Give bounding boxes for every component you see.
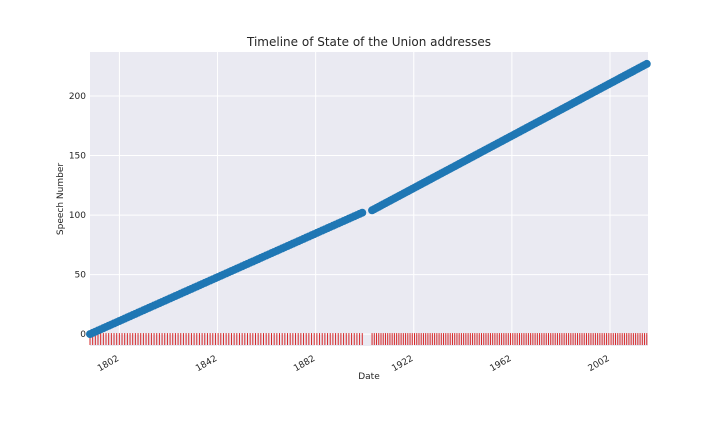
y-tick-label: 150 (69, 152, 86, 162)
speech-point (358, 208, 367, 217)
speech-points (86, 59, 651, 339)
x-tick-label: 1842 (194, 354, 219, 374)
x-axis-label: Date (358, 372, 380, 382)
chart-title: Timeline of State of the Union addresses (246, 35, 491, 49)
x-tick-label: 1802 (96, 354, 121, 374)
x-tick-label: 1922 (390, 354, 415, 374)
y-tick-label: 200 (69, 92, 86, 102)
speech-point (642, 59, 651, 68)
x-tick-label: 1962 (489, 354, 514, 374)
y-tick-label: 100 (69, 211, 86, 221)
x-tick-label: 1882 (292, 354, 317, 374)
rug-marks (89, 333, 648, 345)
y-tick-label: 0 (80, 330, 86, 340)
plot-background (90, 52, 648, 346)
x-tick-label: 2002 (587, 354, 612, 374)
y-axis-label: Speech Number (56, 163, 66, 235)
y-tick-label: 50 (75, 271, 87, 281)
